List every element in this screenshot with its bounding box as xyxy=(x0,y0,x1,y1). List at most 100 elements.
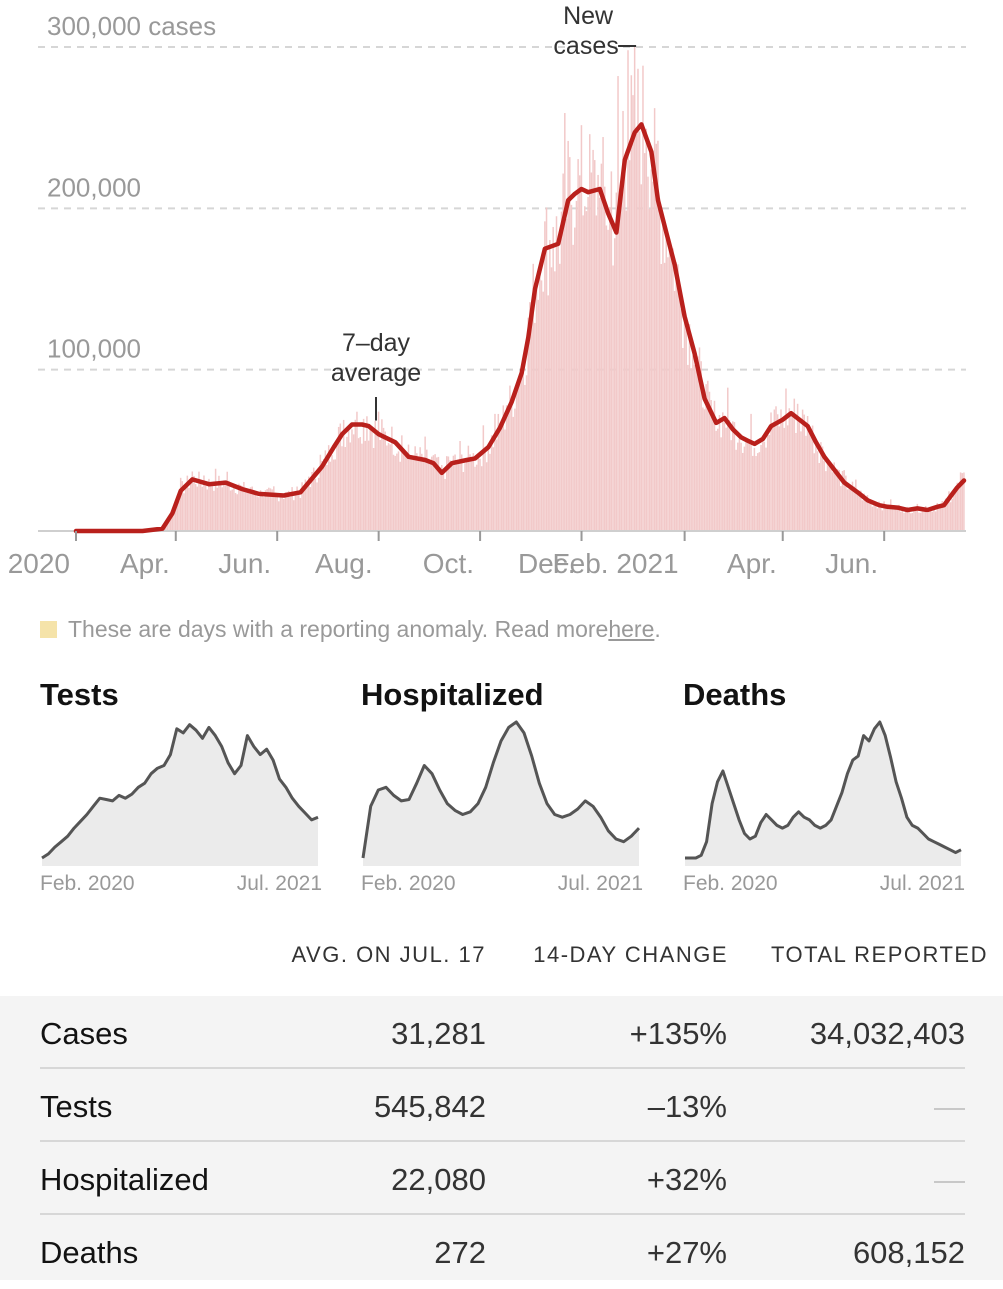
daily-bar xyxy=(571,205,572,531)
daily-bar xyxy=(935,511,936,531)
daily-bar xyxy=(662,221,663,531)
daily-bar xyxy=(554,271,555,531)
daily-bar xyxy=(516,387,517,531)
daily-bar xyxy=(679,289,680,531)
daily-bar xyxy=(546,207,547,531)
daily-bar xyxy=(193,476,194,531)
daily-bar xyxy=(682,348,683,531)
daily-bar xyxy=(409,456,410,531)
daily-bar xyxy=(953,494,954,531)
daily-bar xyxy=(815,445,816,531)
table-row-hospitalized: Hospitalized 22,080 +32% — xyxy=(40,1144,965,1216)
x-tick-label: Oct. xyxy=(423,548,474,579)
deaths-end-label: Jul. 2021 xyxy=(880,872,965,896)
daily-bar xyxy=(624,173,625,531)
daily-bar xyxy=(524,385,525,531)
daily-bar xyxy=(439,467,440,531)
daily-bar xyxy=(930,509,931,531)
daily-bar xyxy=(828,464,829,531)
daily-bar xyxy=(827,460,828,531)
daily-bar xyxy=(689,324,690,531)
daily-bar xyxy=(762,442,763,531)
daily-bar xyxy=(579,175,580,531)
daily-bar xyxy=(376,434,377,531)
daily-bar xyxy=(581,125,582,531)
daily-bar xyxy=(513,417,514,531)
daily-bar xyxy=(403,452,404,531)
daily-bar xyxy=(685,324,686,531)
deaths-sparkline xyxy=(683,712,968,872)
daily-bar xyxy=(880,508,881,531)
daily-bar xyxy=(715,431,716,531)
daily-bar xyxy=(684,315,685,531)
daily-bar xyxy=(345,447,346,531)
daily-bar xyxy=(792,415,793,531)
daily-bar xyxy=(882,510,883,531)
daily-bar xyxy=(379,440,380,531)
y-tick-label: 100,000 xyxy=(47,334,141,364)
daily-bar xyxy=(238,484,239,531)
daily-bar xyxy=(256,496,257,531)
daily-bar xyxy=(404,456,405,531)
x-tick-label: Jun. xyxy=(218,548,271,579)
daily-bar xyxy=(355,420,356,531)
daily-bar xyxy=(890,499,891,531)
daily-bar xyxy=(341,446,342,531)
daily-bar xyxy=(197,487,198,531)
daily-bar xyxy=(488,450,489,531)
daily-bar xyxy=(848,489,849,531)
daily-bar xyxy=(258,497,259,531)
daily-bar xyxy=(609,207,610,531)
daily-bar xyxy=(298,493,299,531)
daily-bar xyxy=(378,412,379,531)
daily-bar xyxy=(383,428,384,531)
annotation-new-cases-line2: cases xyxy=(553,32,618,60)
daily-bar xyxy=(547,295,548,531)
daily-bar xyxy=(680,309,681,531)
daily-bar xyxy=(394,456,395,531)
daily-bar xyxy=(675,262,676,531)
daily-bar xyxy=(566,219,567,531)
daily-bar xyxy=(927,513,928,531)
daily-bar xyxy=(411,459,412,531)
table-row-cases: Cases 31,281 +135% 34,032,403 xyxy=(40,998,965,1070)
daily-bar xyxy=(521,371,522,531)
daily-bar xyxy=(479,459,480,531)
daily-bar xyxy=(461,454,462,531)
daily-bar xyxy=(734,422,735,531)
daily-bar xyxy=(280,497,281,531)
daily-bar xyxy=(755,456,756,531)
daily-bar xyxy=(825,471,826,531)
daily-bar xyxy=(837,469,838,531)
daily-bar xyxy=(245,492,246,531)
daily-bar xyxy=(627,50,628,531)
daily-bar xyxy=(634,47,635,531)
daily-bar xyxy=(526,375,527,531)
daily-bar xyxy=(697,356,698,531)
daily-bar xyxy=(704,409,705,531)
daily-bar xyxy=(754,448,755,531)
daily-bar xyxy=(814,453,815,531)
table-row-tests: Tests 545,842 –13% — xyxy=(40,1071,965,1143)
row-avg: 272 xyxy=(434,1235,486,1271)
daily-bar xyxy=(687,365,688,531)
daily-bar xyxy=(220,483,221,531)
daily-bar xyxy=(315,479,316,531)
daily-bar xyxy=(454,454,455,531)
daily-bar xyxy=(542,292,543,531)
daily-bar xyxy=(246,491,247,531)
daily-bar xyxy=(752,456,753,531)
daily-bar xyxy=(353,434,354,531)
anomaly-read-more-link[interactable]: here xyxy=(608,616,654,643)
daily-bar xyxy=(805,436,806,531)
daily-bar xyxy=(496,440,497,531)
daily-bar xyxy=(873,503,874,531)
daily-bar xyxy=(398,451,399,531)
annotation-new-cases-line1: New xyxy=(563,2,614,30)
daily-bar xyxy=(371,431,372,531)
deaths-mini-chart: Deaths Feb. 2020 Jul. 2021 xyxy=(683,672,973,908)
daily-bar xyxy=(601,164,602,531)
daily-bar xyxy=(471,460,472,531)
